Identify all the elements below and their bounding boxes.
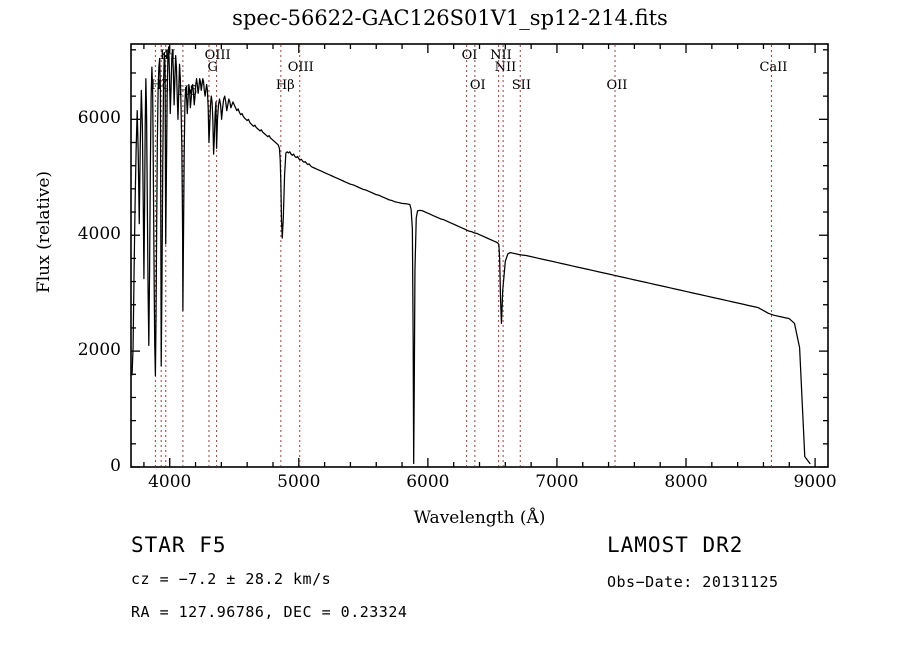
- line-label-OI-a: OI: [461, 48, 478, 63]
- redshift-velocity-line: cz = −7.2 ± 28.2 km/s: [131, 570, 332, 588]
- line-label-OIII-b: OIII: [287, 60, 314, 75]
- line-label-SII: SII: [511, 78, 531, 93]
- y-tick-label-2000: 2000: [77, 340, 121, 361]
- x-tick-label-5000: 5000: [277, 472, 321, 492]
- x-tick-label-8000: 8000: [664, 472, 708, 492]
- y-tick-label-4000: 4000: [77, 224, 121, 245]
- line-label-NII-a: NII: [490, 48, 512, 63]
- line-label-Hδ: Hδ: [177, 84, 198, 99]
- line-label-CaII: CaII: [759, 60, 788, 75]
- observation-date-label: Obs−Date: 20131125: [607, 573, 779, 591]
- line-label-Hβ: Hβ: [275, 78, 295, 93]
- y-tick-label-0: 0: [110, 456, 121, 476]
- line-label-G: G: [207, 60, 218, 75]
- line-label-OI-b: OI: [469, 78, 486, 93]
- coordinates-line: RA = 127.96786, DEC = 0.23324: [131, 603, 408, 621]
- page-title: spec-56622-GAC126S01V1_sp12-214.fits: [232, 6, 668, 30]
- y-tick-label-6000: 6000: [77, 108, 121, 129]
- object-class-line: STAR F5: [131, 533, 227, 557]
- line-label-Hζ: Hζ: [150, 78, 169, 93]
- line-label-H: H: [164, 48, 176, 63]
- x-tick-label-9000: 9000: [793, 472, 837, 492]
- line-label-NII-b: NII: [494, 60, 517, 75]
- x-tick-label-6000: 6000: [406, 472, 450, 492]
- line-label-K: K: [159, 48, 170, 63]
- line-label-OIII-a: OIII: [204, 48, 231, 63]
- x-tick-label-4000: 4000: [148, 472, 192, 492]
- line-label-OII: OII: [606, 78, 628, 93]
- x-axis-label: Wavelength (Å): [413, 508, 546, 528]
- x-tick-label-7000: 7000: [535, 472, 579, 492]
- survey-release-label: LAMOST DR2: [607, 533, 744, 557]
